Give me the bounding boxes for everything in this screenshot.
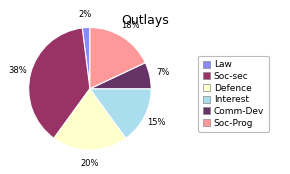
Text: 38%: 38% — [8, 66, 27, 75]
Wedge shape — [90, 89, 151, 138]
Wedge shape — [90, 63, 151, 89]
Text: 20%: 20% — [81, 159, 99, 168]
Text: 2%: 2% — [79, 10, 92, 19]
Wedge shape — [29, 28, 90, 138]
Text: 18%: 18% — [121, 21, 139, 30]
Text: 7%: 7% — [156, 68, 170, 77]
Text: 15%: 15% — [147, 118, 166, 127]
Legend: Law, Soc-sec, Defence, Interest, Comm-Dev, Soc-Prog: Law, Soc-sec, Defence, Interest, Comm-De… — [198, 56, 269, 132]
Wedge shape — [90, 27, 145, 89]
Text: Outlays: Outlays — [121, 14, 169, 27]
Wedge shape — [54, 89, 126, 150]
Wedge shape — [82, 27, 90, 89]
